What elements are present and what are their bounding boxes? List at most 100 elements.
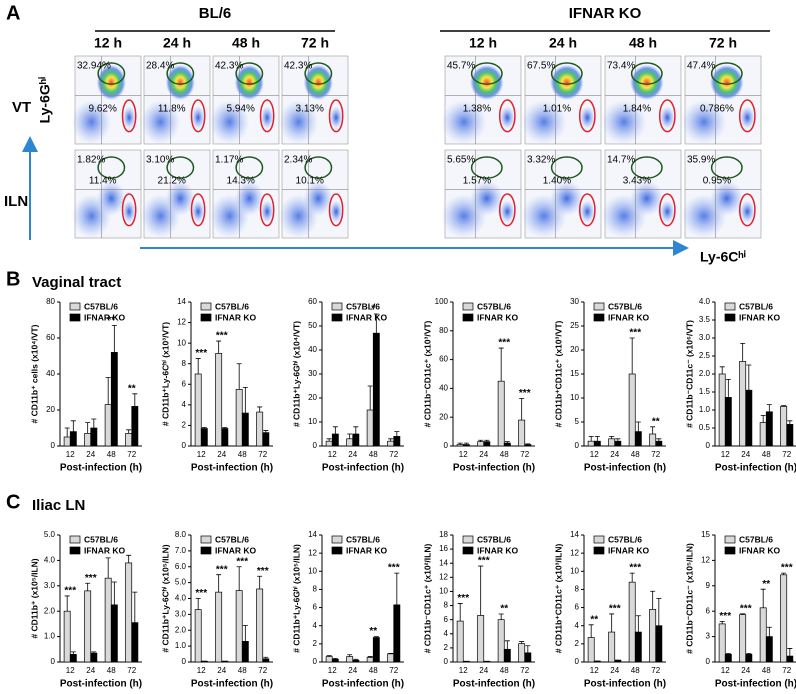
significance: *** [195, 588, 207, 599]
y-tick-label: 10 [439, 587, 448, 596]
gate-percent: 21.2% [158, 175, 186, 186]
legend-swatch [69, 546, 81, 555]
y-tick-label: 20 [46, 405, 55, 414]
x-axis-title: Post-infection (h) [715, 463, 796, 474]
y-tick-label: 0 [575, 441, 580, 450]
y-tick-label: 1.0 [699, 405, 711, 414]
error-bar [91, 418, 97, 428]
y-tick-label: 5.0 [175, 578, 187, 587]
error-bar [766, 626, 772, 637]
error-bar [650, 590, 656, 610]
y-tick-label: 16 [439, 544, 448, 553]
error-bar [609, 613, 615, 633]
time-label: 12 h [94, 35, 122, 51]
bar [628, 581, 636, 663]
bar [194, 609, 202, 663]
significance: *** [216, 564, 228, 575]
significance: *** [519, 388, 531, 399]
error-bar [347, 654, 353, 657]
y-tick-label: 14 [439, 558, 448, 567]
gate-percent: 3.32% [527, 155, 555, 166]
y-tick-label: 2 [444, 643, 449, 652]
error-bar [242, 625, 248, 642]
error-bar [222, 427, 228, 429]
flow-plot: 3.32% 1.40% [521, 149, 602, 239]
gate-red [190, 193, 206, 227]
gate-percent: 5.65% [447, 155, 475, 166]
x-axis-title: Post-infection (h) [322, 679, 404, 690]
x-axis-title: Post-infection (h) [715, 679, 796, 690]
legend-label: C57BL/6 [84, 534, 118, 544]
gate-red [328, 193, 344, 227]
x-tick-label: 72 [258, 450, 267, 459]
gate-percent: 1.84% [623, 103, 651, 114]
legend-swatch [200, 313, 212, 322]
y-tick-label: 12 [439, 572, 448, 581]
bar [69, 654, 77, 663]
error-bar [70, 651, 76, 655]
x-tick-label: 24 [479, 450, 488, 459]
x-tick-label: 48 [107, 450, 116, 459]
y-tick-label: 60 [46, 333, 55, 342]
y-tick-label: 2 [182, 421, 187, 430]
x-axis-title: Post-infection (h) [191, 463, 273, 474]
x-tick-label: 72 [520, 450, 529, 459]
gate-green [235, 156, 264, 179]
error-bar [263, 656, 269, 659]
y-axis-title: # CD11b⁺Ly-6Cʰⁱ (x10³/VT) [159, 322, 170, 426]
flow-plot: 67.5% 1.01% [521, 55, 602, 145]
y-tick-label: 6 [182, 379, 187, 388]
error-bar [367, 656, 373, 658]
error-bar [719, 620, 725, 624]
gate-percent: 45.7% [447, 61, 475, 72]
error-bar [85, 422, 91, 434]
error-bar [201, 427, 207, 429]
density-cloud [329, 106, 343, 130]
bar [125, 562, 133, 663]
bar [366, 657, 374, 663]
x-tick-label: 48 [238, 666, 247, 675]
time-label: 24 h [549, 35, 577, 51]
gate-green [710, 156, 743, 179]
flow-plot: 14.7% 3.43% [601, 149, 682, 239]
y-tick-label: 25 [570, 321, 579, 330]
error-bar [498, 347, 504, 382]
error-bar [498, 613, 504, 620]
bar [724, 654, 732, 663]
y-tick-label: 8 [444, 601, 449, 610]
gate-green [166, 156, 195, 179]
legend-label: IFNAR KO [739, 312, 780, 322]
error-bar [609, 436, 615, 439]
x-axis-title: Post-infection (h) [453, 679, 535, 690]
y-tick-label: 8 [182, 359, 187, 368]
error-bar [760, 415, 766, 423]
density-cloud [470, 64, 504, 100]
x-tick-label: 72 [782, 666, 791, 675]
x-tick-label: 24 [217, 450, 226, 459]
significance: *** [85, 573, 97, 584]
error-bar [478, 565, 484, 616]
significance: *** [498, 338, 510, 349]
bar [786, 655, 794, 663]
gate-green [97, 62, 126, 85]
bar [503, 442, 511, 447]
error-bar [263, 430, 269, 433]
legend-swatch [331, 313, 343, 322]
error-bar [85, 582, 91, 591]
density-cloud [659, 200, 675, 224]
y-tick-label: 12 [570, 548, 579, 557]
y-tick-label: 4.0 [44, 556, 56, 565]
error-bar [367, 385, 373, 410]
error-bar [746, 653, 752, 655]
y-axis-title: # CD11b⁺Ly-6Cʰⁱ (x10⁵/ILN) [159, 544, 170, 652]
bar [235, 590, 243, 663]
legend-label: C57BL/6 [477, 301, 511, 311]
y-tick-label: 3 [706, 632, 711, 641]
bar [241, 641, 249, 663]
density-cloud [303, 64, 333, 100]
error-bar [781, 572, 787, 575]
x-tick-label: 12 [197, 666, 206, 675]
legend-label: C57BL/6 [84, 301, 118, 311]
legend-label: IFNAR KO [215, 312, 256, 322]
y-tick-label: 60 [308, 297, 317, 306]
